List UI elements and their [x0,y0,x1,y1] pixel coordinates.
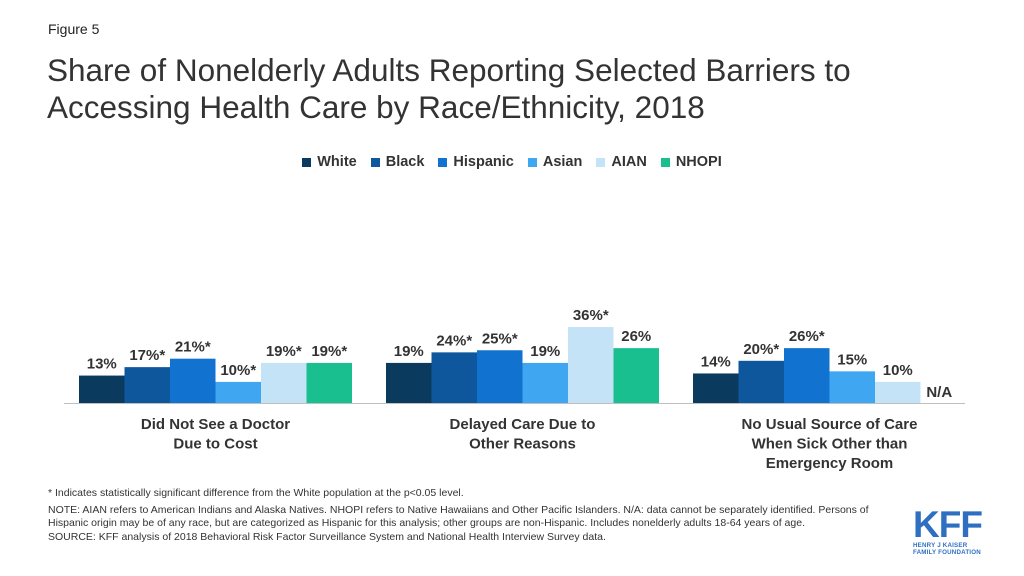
legend-item-nhopi: NHOPI [660,154,722,170]
legend-label: Hispanic [453,154,514,170]
category-label: Did Not See a Doctor [141,416,290,433]
category-label: Emergency Room [766,455,894,472]
legend-item-black: Black [370,154,425,170]
data-label: 19% [394,343,424,360]
legend-item-asian: Asian [527,154,583,170]
bar-hispanic-0 [170,358,216,403]
category-label: No Usual Source of Care [742,416,918,433]
kff-logo: KFF HENRY J KAISER FAMILY FOUNDATION [913,504,987,556]
bar-white-0 [79,375,125,403]
bar-aian-0 [261,362,307,403]
bar-asian-1 [522,362,568,403]
legend-swatch [438,157,448,167]
bar-asian-2 [829,371,875,403]
legend-label: White [317,154,357,170]
data-label: 36%* [573,307,609,324]
category-label: When Sick Other than [752,436,908,453]
data-label: 21%* [175,339,211,356]
bar-hispanic-1 [477,350,523,403]
figure-label: Figure 5 [48,21,100,37]
bar-white-2 [693,373,739,403]
bar-white-1 [386,362,432,403]
bar-hispanic-2 [784,348,830,403]
legend-item-hispanic: Hispanic [438,154,514,170]
bar-black-2 [738,360,784,403]
bar-black-1 [431,352,477,403]
data-label-na: N/A [926,384,952,401]
kff-logo-subline-1: HENRY J KAISER [913,542,968,549]
data-label: 19%* [311,343,347,360]
data-label: 25%* [482,330,518,347]
data-label: 10%* [220,362,256,379]
legend-swatch [596,157,606,167]
bar-nhopi-1 [613,348,659,403]
kff-logo-text: KFF [913,504,983,545]
data-label: 15% [837,351,867,368]
data-label: 19% [530,343,560,360]
data-label: 13% [87,356,117,373]
legend-item-white: White [302,154,357,170]
data-label: 14% [701,353,731,370]
legend-swatch [302,157,312,167]
chart-title: Share of Nonelderly Adults Reporting Sel… [47,52,851,125]
chart-legend: White Black Hispanic Asian AIAN NHOPI [0,154,1024,170]
legend-swatch [527,157,537,167]
data-label: 24%* [436,332,472,349]
legend-swatch [370,157,380,167]
legend-swatch [660,157,670,167]
data-label: 20%* [743,341,779,358]
data-label: 17%* [129,347,165,364]
source-note: SOURCE: KFF analysis of 2018 Behavioral … [48,530,606,543]
legend-label: Black [385,154,425,170]
data-label: 19%* [266,343,302,360]
bar-nhopi-0 [306,362,352,403]
chart-notes: * Indicates statistically significant di… [48,487,888,544]
category-label: Due to Cost [173,436,257,453]
bar-aian-2 [875,381,921,403]
legend-item-aian: AIAN [596,154,647,170]
category-label: Other Reasons [469,436,576,453]
bar-asian-0 [215,381,261,403]
data-label: 10% [883,362,913,379]
kff-logo-subline-2: FAMILY FOUNDATION [913,549,981,556]
definitions-note: NOTE: AIAN refers to American Indians an… [48,503,869,530]
bar-aian-1 [568,327,614,403]
bar-black-0 [124,367,170,403]
legend-label: AIAN [611,154,647,170]
data-label: 26% [621,328,651,345]
data-label: 26%* [789,328,825,345]
legend-label: Asian [542,154,583,170]
category-label: Delayed Care Due to [450,416,596,433]
legend-label: NHOPI [675,154,722,170]
significance-note: * Indicates statistically significant di… [48,487,464,499]
